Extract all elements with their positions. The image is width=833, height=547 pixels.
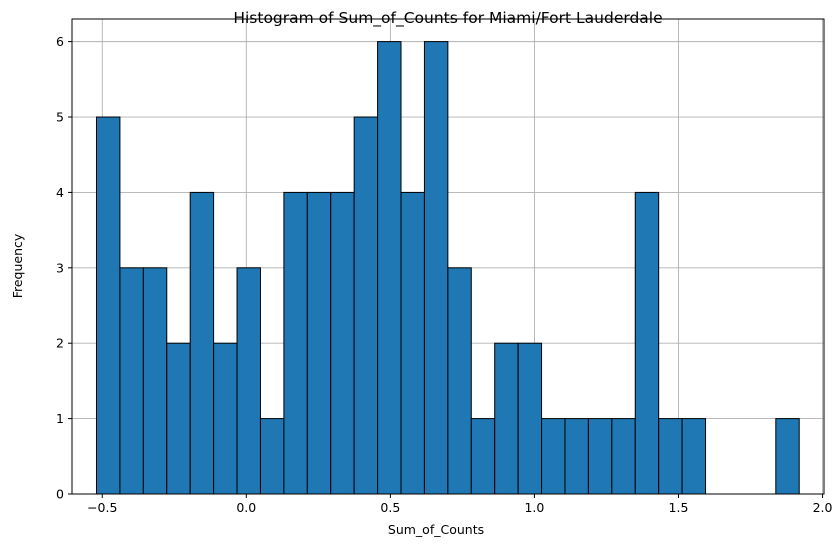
- x-tick-label: 1.5: [669, 500, 689, 515]
- y-tick-label: 3: [56, 260, 64, 275]
- x-tick-label: 2.0: [813, 500, 833, 515]
- histogram-bar: [236, 267, 261, 495]
- plot-frame: [71, 18, 825, 495]
- histogram-bar: [587, 418, 613, 495]
- histogram-bar: [775, 418, 800, 495]
- y-tick-label: 5: [56, 110, 64, 125]
- histogram-bar: [259, 418, 285, 495]
- ticks: −0.5 0.0 0.5 1.0 1.5 2.0 0 1 2 3 4 5 6: [56, 34, 832, 515]
- histogram-bar: [634, 191, 660, 495]
- histogram-bar: [681, 418, 707, 495]
- histogram-bar: [283, 191, 308, 495]
- histogram-bar: [166, 342, 191, 495]
- x-tick-label: −0.5: [87, 500, 117, 515]
- histogram-bar: [142, 267, 168, 495]
- histogram-bar: [611, 418, 636, 495]
- histogram-bar: [306, 191, 332, 495]
- y-tick-label: 0: [56, 487, 64, 502]
- histogram-bar: [189, 191, 215, 495]
- histogram-bar: [564, 418, 589, 495]
- histogram-bar: [353, 116, 379, 495]
- histogram-bar: [517, 342, 543, 495]
- bars: [95, 41, 800, 495]
- x-tick-label: 1.0: [524, 500, 544, 515]
- histogram-bar: [447, 267, 472, 495]
- y-axis-label: Frequency: [10, 233, 25, 298]
- histogram-bar: [470, 418, 496, 495]
- x-tick-label: 0.0: [236, 500, 256, 515]
- histogram-bar: [95, 116, 121, 495]
- histogram-bar: [213, 342, 238, 495]
- y-tick-label: 1: [56, 411, 64, 426]
- chart-title: Histogram of Sum_of_Counts for Miami/For…: [233, 9, 662, 28]
- y-tick-label: 2: [56, 336, 64, 351]
- histogram-bar: [658, 418, 683, 495]
- histogram-bar: [330, 191, 355, 495]
- histogram-bar: [423, 41, 449, 495]
- y-tick-label: 6: [56, 34, 64, 49]
- y-tick-label: 4: [56, 185, 64, 200]
- x-tick-label: 0.5: [380, 500, 400, 515]
- x-axis-label: Sum_of_Counts: [388, 522, 484, 537]
- histogram-bar: [119, 267, 144, 495]
- histogram-bar: [494, 342, 519, 495]
- histogram-bar: [400, 191, 425, 495]
- histogram-bar: [541, 418, 566, 495]
- histogram-bar: [377, 41, 402, 495]
